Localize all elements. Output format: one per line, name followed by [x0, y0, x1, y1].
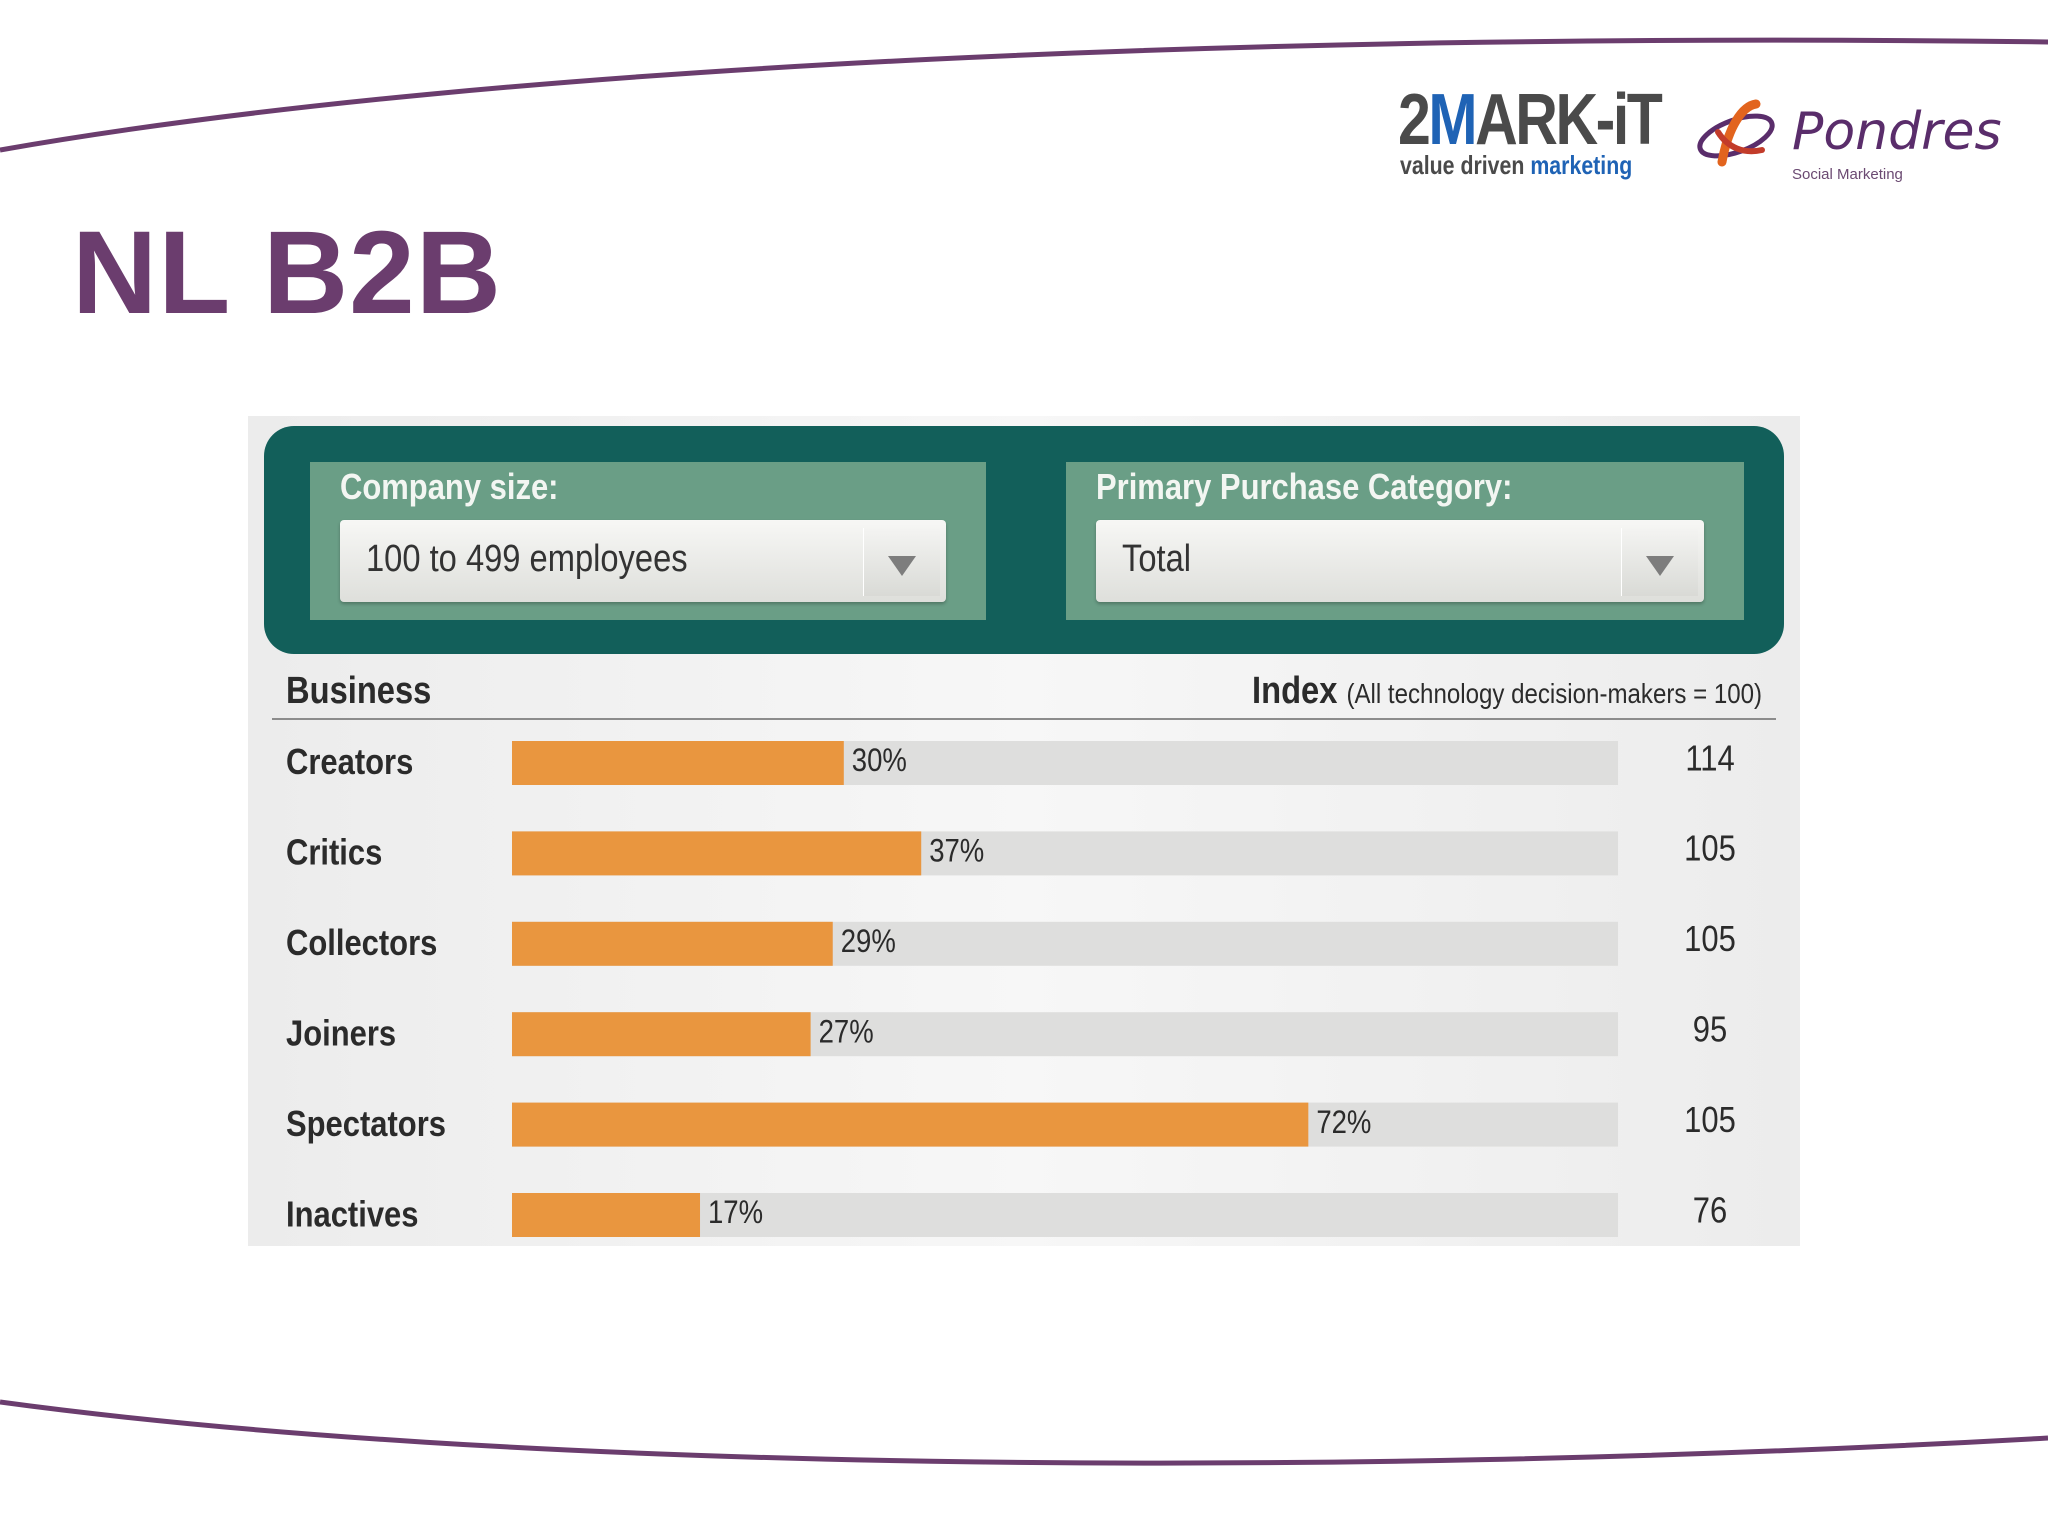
category-label: Critics	[286, 834, 382, 874]
bottom-curve-line	[0, 1399, 2048, 1466]
data-label: 72%	[1316, 1105, 1371, 1140]
company-size-select[interactable]: 100 to 499 employees	[340, 520, 946, 602]
bar	[512, 1193, 701, 1237]
pondres-subtitle: Social Marketing	[1792, 166, 1903, 183]
2markit-tagline: value driven marketing	[1400, 150, 1633, 180]
bottom-curve	[0, 1399, 2048, 1466]
top-curve	[0, 37, 2048, 153]
data-label: 30%	[852, 743, 907, 778]
slide-title: NL B2B	[72, 207, 503, 339]
purchase-category-dropdown-button[interactable]	[1621, 528, 1698, 596]
data-label: 27%	[819, 1015, 874, 1050]
2markit-logo: 2MARK-iT value driven marketing	[1398, 84, 1668, 184]
2markit-wordmark: 2MARK-iT	[1398, 80, 1663, 160]
company-size-dropdown-button[interactable]	[863, 528, 940, 596]
company-size-value: 100 to 499 employees	[366, 538, 688, 580]
index-value: 95	[1693, 1010, 1727, 1050]
data-label: 29%	[841, 924, 896, 959]
chevron-down-icon	[888, 556, 916, 576]
header-divider	[272, 718, 1776, 720]
category-label: Joiners	[286, 1014, 396, 1054]
bar	[512, 1012, 811, 1057]
bar	[512, 741, 844, 785]
bar	[512, 831, 922, 876]
category-label: Creators	[286, 743, 413, 783]
bar-chart: Creators 30% 114 Critics 37% 105 Collectors 29%…	[286, 739, 1736, 1237]
index-column-header: Index (All technology decision-makers = …	[1252, 670, 1762, 713]
purchase-category-select[interactable]: Total	[1096, 520, 1704, 602]
index-value: 105	[1684, 1101, 1736, 1141]
index-value: 105	[1684, 920, 1736, 960]
category-label: Inactives	[286, 1195, 418, 1235]
purchase-category-value: Total	[1122, 538, 1192, 580]
data-label: 17%	[708, 1195, 763, 1230]
index-value: 114	[1685, 739, 1734, 779]
category-label: Spectators	[286, 1105, 446, 1145]
data-label: 37%	[929, 834, 984, 869]
bar	[512, 1102, 1309, 1147]
business-column-header: Business	[286, 670, 432, 712]
index-header-note: (All technology decision-makers = 100)	[1346, 678, 1762, 709]
bar	[512, 921, 833, 966]
purchase-category-label: Primary Purchase Category:	[1096, 466, 1513, 507]
company-size-filter: Company size: 100 to 499 employees	[310, 462, 986, 620]
top-curve-line	[0, 37, 2048, 153]
pondres-emblem-icon	[1697, 99, 1775, 167]
index-value: 105	[1684, 830, 1736, 870]
filter-panel: Company size: 100 to 499 employees Prima…	[264, 426, 1784, 654]
index-value: 76	[1693, 1191, 1727, 1231]
chevron-down-icon	[1646, 556, 1674, 576]
pondres-wordmark: Pondres	[1792, 102, 2002, 162]
purchase-category-filter: Primary Purchase Category: Total	[1066, 462, 1744, 620]
index-header-label: Index	[1251, 670, 1338, 712]
company-size-label: Company size:	[340, 466, 559, 507]
category-label: Collectors	[286, 924, 437, 964]
technographics-widget: Company size: 100 to 499 employees Prima…	[248, 416, 1800, 1246]
pondres-logo: Pondres Social Marketing	[1692, 90, 2002, 190]
